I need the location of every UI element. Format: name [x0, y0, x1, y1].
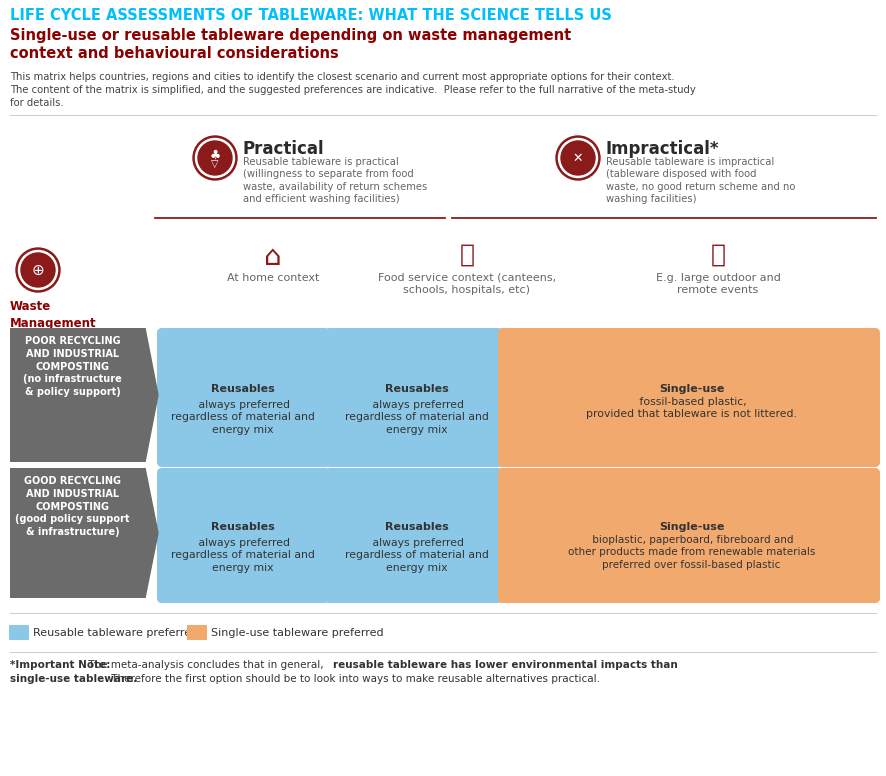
FancyBboxPatch shape	[157, 468, 330, 603]
Text: ♣: ♣	[209, 148, 221, 161]
FancyBboxPatch shape	[10, 468, 145, 598]
Text: ⌂: ⌂	[264, 243, 282, 271]
Text: ✕: ✕	[572, 151, 583, 165]
Text: always preferred
regardless of material and
energy mix: always preferred regardless of material …	[345, 400, 488, 435]
Text: Single-use or reusable tableware depending on waste management
context and behav: Single-use or reusable tableware dependi…	[10, 28, 571, 61]
Text: ⛫: ⛫	[711, 243, 726, 267]
Circle shape	[21, 253, 55, 287]
Text: POOR RECYCLING
AND INDUSTRIAL
COMPOSTING
(no infrastructure
& policy support): POOR RECYCLING AND INDUSTRIAL COMPOSTING…	[23, 336, 122, 397]
Text: Impractical*: Impractical*	[606, 140, 719, 158]
Text: This matrix helps countries, regions and cities to identify the closest scenario: This matrix helps countries, regions and…	[10, 72, 696, 108]
Circle shape	[558, 138, 597, 178]
Polygon shape	[145, 468, 158, 598]
FancyBboxPatch shape	[325, 328, 503, 467]
FancyBboxPatch shape	[157, 328, 330, 467]
FancyBboxPatch shape	[9, 625, 29, 640]
FancyBboxPatch shape	[325, 468, 503, 603]
FancyBboxPatch shape	[498, 328, 880, 467]
Text: Therefore the first option should be to look into ways to make reusable alternat: Therefore the first option should be to …	[108, 674, 600, 684]
Text: Single-use: Single-use	[659, 384, 724, 394]
Circle shape	[19, 251, 58, 289]
Text: always preferred
regardless of material and
energy mix: always preferred regardless of material …	[345, 538, 488, 573]
Circle shape	[561, 141, 595, 175]
Circle shape	[198, 141, 232, 175]
Text: always preferred
regardless of material and
energy mix: always preferred regardless of material …	[171, 400, 315, 435]
Text: Single-use tableware preferred: Single-use tableware preferred	[211, 629, 384, 639]
Text: At home context: At home context	[227, 273, 319, 283]
Text: The meta-analysis concludes that in general,: The meta-analysis concludes that in gene…	[85, 660, 327, 670]
Text: Practical: Practical	[243, 140, 324, 158]
Text: Waste
Management
Context: Waste Management Context	[10, 300, 97, 347]
Circle shape	[556, 136, 600, 180]
Text: Reusable tableware is practical
(willingness to separate from food
waste, availa: Reusable tableware is practical (willing…	[243, 157, 427, 204]
Text: reusable tableware has lower environmental impacts than: reusable tableware has lower environment…	[333, 660, 678, 670]
Circle shape	[16, 248, 60, 292]
Text: always preferred
regardless of material and
energy mix: always preferred regardless of material …	[171, 538, 315, 573]
Text: fossil-based plastic,
provided that tableware is not littered.: fossil-based plastic, provided that tabl…	[586, 397, 797, 419]
Text: ▽: ▽	[211, 159, 219, 169]
Text: E.g. large outdoor and
remote events: E.g. large outdoor and remote events	[656, 273, 781, 296]
FancyBboxPatch shape	[498, 468, 880, 603]
Text: single-use tableware.: single-use tableware.	[10, 674, 137, 684]
Text: Reusables: Reusables	[211, 384, 275, 394]
FancyBboxPatch shape	[187, 625, 207, 640]
Text: ⊕: ⊕	[32, 262, 44, 278]
Text: Reusable tableware preferred: Reusable tableware preferred	[33, 629, 198, 639]
Text: LIFE CYCLE ASSESSMENTS OF TABLEWARE: WHAT THE SCIENCE TELLS US: LIFE CYCLE ASSESSMENTS OF TABLEWARE: WHA…	[10, 8, 612, 23]
Text: Reusable tableware is impractical
(tableware disposed with food
waste, no good r: Reusable tableware is impractical (table…	[606, 157, 796, 204]
Text: ⌖: ⌖	[460, 243, 475, 267]
Text: *Important Note:: *Important Note:	[10, 660, 111, 670]
Circle shape	[193, 136, 237, 180]
Polygon shape	[145, 328, 158, 462]
Text: bioplastic, paperboard, fibreboard and
other products made from renewable materi: bioplastic, paperboard, fibreboard and o…	[568, 535, 815, 570]
Text: Reusables: Reusables	[385, 522, 448, 532]
Text: Reusables: Reusables	[211, 522, 275, 532]
Text: Reusables: Reusables	[385, 384, 448, 394]
Text: Single-use: Single-use	[659, 522, 724, 532]
Circle shape	[196, 138, 235, 178]
Text: GOOD RECYCLING
AND INDUSTRIAL
COMPOSTING
(good policy support
& infrastructure): GOOD RECYCLING AND INDUSTRIAL COMPOSTING…	[15, 476, 129, 537]
FancyBboxPatch shape	[10, 328, 145, 462]
Text: Food service context (canteens,
schools, hospitals, etc): Food service context (canteens, schools,…	[378, 273, 556, 296]
